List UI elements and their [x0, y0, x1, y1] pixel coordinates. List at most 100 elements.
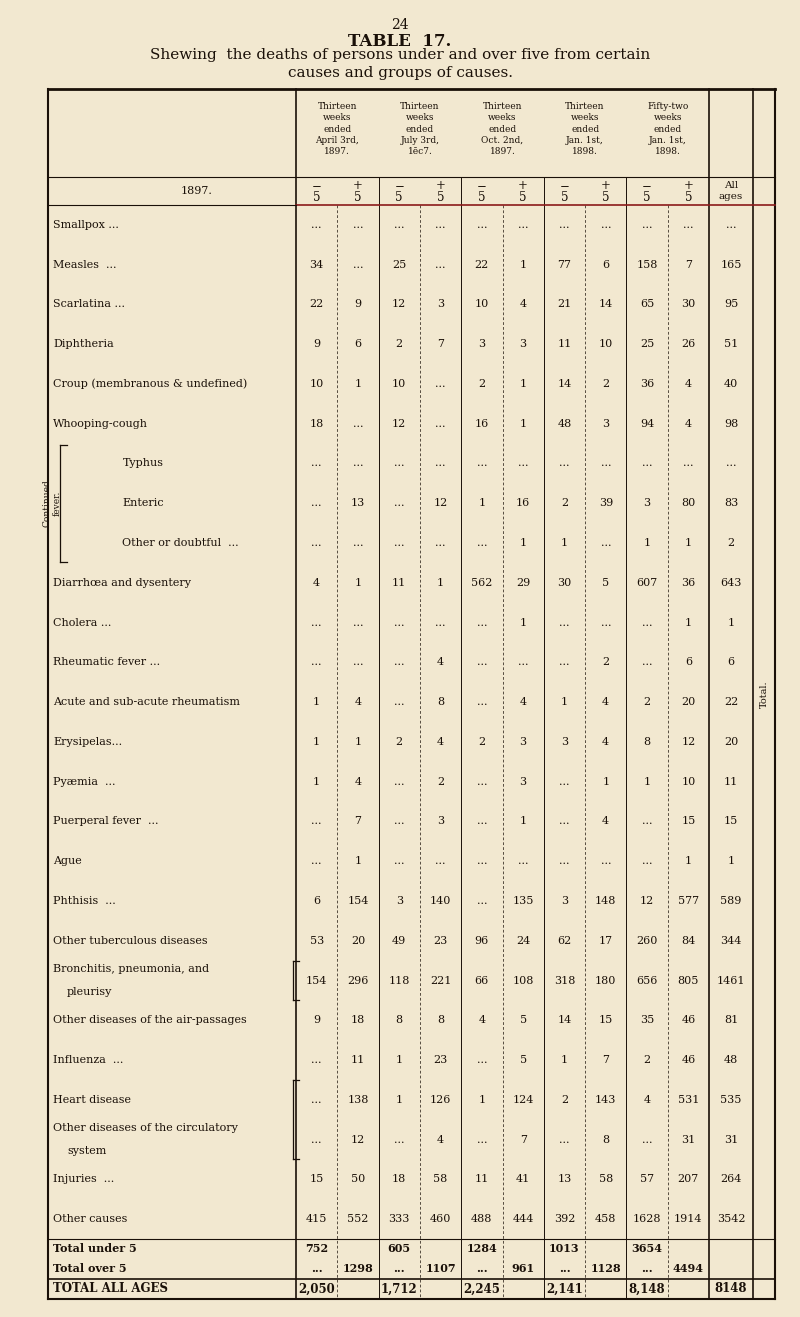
- Text: ...: ...: [477, 896, 487, 906]
- Text: 1: 1: [437, 578, 444, 587]
- Text: −: −: [394, 179, 404, 192]
- Text: 2: 2: [478, 738, 486, 747]
- Text: 1461: 1461: [717, 976, 746, 985]
- Text: ...: ...: [601, 539, 611, 548]
- Text: 2: 2: [561, 498, 568, 508]
- Text: 31: 31: [724, 1134, 738, 1144]
- Text: 1013: 1013: [549, 1243, 580, 1255]
- Text: ...: ...: [559, 777, 570, 786]
- Text: ...: ...: [394, 777, 405, 786]
- Text: 1: 1: [396, 1055, 403, 1065]
- Text: Heart disease: Heart disease: [53, 1094, 131, 1105]
- Text: 1: 1: [354, 856, 362, 867]
- Text: 14: 14: [558, 1015, 571, 1025]
- Text: 48: 48: [558, 419, 571, 429]
- Text: ...: ...: [477, 1055, 487, 1065]
- Text: ...: ...: [601, 856, 611, 867]
- Text: ...: ...: [435, 220, 446, 230]
- Text: Croup (membranous & undefined): Croup (membranous & undefined): [53, 379, 247, 390]
- Text: ...: ...: [642, 458, 652, 469]
- Text: 30: 30: [558, 578, 571, 587]
- Text: 5: 5: [395, 191, 403, 204]
- Text: 7: 7: [437, 340, 444, 349]
- Text: 5: 5: [602, 191, 610, 204]
- Text: ...: ...: [477, 1134, 487, 1144]
- Text: 1: 1: [561, 697, 568, 707]
- Text: 9: 9: [313, 1015, 320, 1025]
- Text: ...: ...: [559, 657, 570, 668]
- Text: 18: 18: [310, 419, 324, 429]
- Text: 11: 11: [558, 340, 571, 349]
- Text: 10: 10: [598, 340, 613, 349]
- Text: 65: 65: [640, 299, 654, 309]
- Text: Enteric: Enteric: [122, 498, 164, 508]
- Text: +: +: [518, 179, 528, 192]
- Text: 296: 296: [347, 976, 369, 985]
- Text: 31: 31: [682, 1134, 695, 1144]
- Text: Acute and sub-acute rheumatism: Acute and sub-acute rheumatism: [53, 697, 240, 707]
- Text: 108: 108: [513, 976, 534, 985]
- Text: 5: 5: [478, 191, 486, 204]
- Text: Other diseases of the air-passages: Other diseases of the air-passages: [53, 1015, 246, 1025]
- Text: 207: 207: [678, 1175, 699, 1184]
- Text: 2: 2: [396, 340, 403, 349]
- Text: 1107: 1107: [426, 1263, 456, 1275]
- Text: 8,148: 8,148: [629, 1283, 666, 1296]
- Text: 12: 12: [351, 1134, 365, 1144]
- Text: 4: 4: [354, 697, 362, 707]
- Text: 3: 3: [437, 817, 444, 827]
- Text: 12: 12: [640, 896, 654, 906]
- Text: Typhus: Typhus: [122, 458, 163, 469]
- Text: ...: ...: [435, 458, 446, 469]
- Text: 57: 57: [640, 1175, 654, 1184]
- Text: 25: 25: [640, 340, 654, 349]
- Text: 752: 752: [305, 1243, 328, 1255]
- Text: ...: ...: [477, 458, 487, 469]
- Text: 11: 11: [392, 578, 406, 587]
- Text: 1: 1: [354, 578, 362, 587]
- Text: TABLE  17.: TABLE 17.: [348, 33, 452, 50]
- Text: Shewing  the deaths of persons under and over five from certain
causes and group: Shewing the deaths of persons under and …: [150, 47, 650, 80]
- Text: 4: 4: [602, 697, 610, 707]
- Text: 39: 39: [598, 498, 613, 508]
- Text: 392: 392: [554, 1214, 575, 1223]
- Text: ...: ...: [642, 1134, 652, 1144]
- Text: ...: ...: [353, 220, 363, 230]
- Text: 5: 5: [685, 191, 692, 204]
- Text: Rheumatic fever ...: Rheumatic fever ...: [53, 657, 160, 668]
- Text: ...: ...: [394, 697, 405, 707]
- Text: 24: 24: [391, 18, 409, 32]
- Text: Whooping-cough: Whooping-cough: [53, 419, 148, 429]
- Text: 4: 4: [602, 817, 610, 827]
- Text: 4: 4: [478, 1015, 486, 1025]
- Text: −: −: [642, 179, 652, 192]
- Text: 4: 4: [685, 379, 692, 389]
- Text: 20: 20: [724, 738, 738, 747]
- Text: 24: 24: [516, 936, 530, 946]
- Text: 7: 7: [602, 1055, 610, 1065]
- Text: ...: ...: [518, 856, 528, 867]
- Text: 1: 1: [354, 738, 362, 747]
- Text: 5: 5: [643, 191, 651, 204]
- Text: 15: 15: [598, 1015, 613, 1025]
- Text: ...: ...: [601, 458, 611, 469]
- Text: Thirteen
weeks
ended
Jan. 1st,
1898.: Thirteen weeks ended Jan. 1st, 1898.: [566, 101, 605, 157]
- Text: ...: ...: [394, 220, 405, 230]
- Text: 4: 4: [313, 578, 320, 587]
- Text: ...: ...: [477, 817, 487, 827]
- Text: 333: 333: [389, 1214, 410, 1223]
- Text: 12: 12: [392, 299, 406, 309]
- Text: ...: ...: [311, 220, 322, 230]
- Text: 1: 1: [519, 817, 526, 827]
- Text: −: −: [477, 179, 486, 192]
- Text: 460: 460: [430, 1214, 451, 1223]
- Text: 98: 98: [724, 419, 738, 429]
- Text: 562: 562: [471, 578, 493, 587]
- Text: ...: ...: [394, 817, 405, 827]
- Text: 13: 13: [351, 498, 365, 508]
- Text: 80: 80: [682, 498, 695, 508]
- Text: 148: 148: [595, 896, 617, 906]
- Text: 15: 15: [682, 817, 695, 827]
- Text: 415: 415: [306, 1214, 327, 1223]
- Text: 8: 8: [643, 738, 650, 747]
